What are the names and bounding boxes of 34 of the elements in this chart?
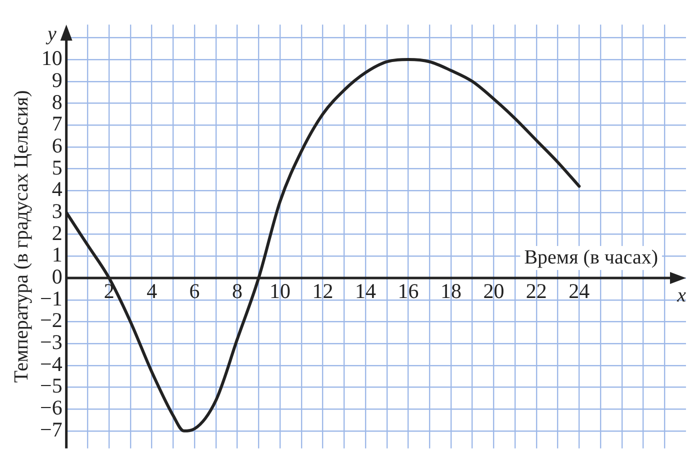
x-tick-label: 4 bbox=[146, 279, 158, 304]
y-tick-label: 7 bbox=[52, 112, 62, 136]
x-tick-label: 18 bbox=[440, 279, 462, 304]
x-tick-label: 10 bbox=[270, 279, 291, 304]
y-tick-label: −1 bbox=[40, 286, 62, 310]
y-tick-label: 6 bbox=[52, 133, 62, 158]
y-tick-label: −6 bbox=[40, 396, 62, 420]
y-tick-label: 5 bbox=[52, 155, 62, 180]
y-tick-label: 4 bbox=[52, 177, 63, 202]
y-tick-label: −5 bbox=[40, 374, 62, 398]
y-tick-label: −4 bbox=[40, 352, 63, 376]
annotation: x bbox=[676, 284, 686, 306]
y-axis-title: Температура (в градусах Цельсия) bbox=[10, 90, 32, 383]
y-tick-label: −7 bbox=[40, 417, 62, 442]
y-tick-label: −2 bbox=[40, 308, 62, 332]
y-tick-label: 0 bbox=[52, 264, 62, 289]
x-tick-label: 6 bbox=[189, 279, 200, 304]
x-tick-label: 12 bbox=[312, 279, 334, 304]
y-tick-label: 3 bbox=[52, 198, 62, 223]
text: y bbox=[45, 22, 56, 45]
x-axis-title: Время (в часах) bbox=[524, 246, 658, 268]
x-tick-label: 22 bbox=[526, 279, 547, 304]
y-tick-label: 8 bbox=[52, 90, 62, 114]
x-tick-label: 8 bbox=[232, 279, 243, 304]
x-tick-label: 20 bbox=[483, 279, 504, 304]
x-tick-label: 14 bbox=[354, 279, 376, 304]
x-tick-label: 16 bbox=[398, 279, 419, 304]
x-tick-label: 2 bbox=[104, 279, 114, 304]
y-tick-label: −3 bbox=[40, 330, 62, 354]
x-tick-label: 24 bbox=[568, 279, 590, 304]
y-tick-label: 9 bbox=[52, 68, 62, 92]
y-tick-label: 2 bbox=[52, 220, 62, 245]
y-tick-label: 1 bbox=[52, 242, 62, 267]
y-tick-label: 10 bbox=[41, 46, 62, 70]
